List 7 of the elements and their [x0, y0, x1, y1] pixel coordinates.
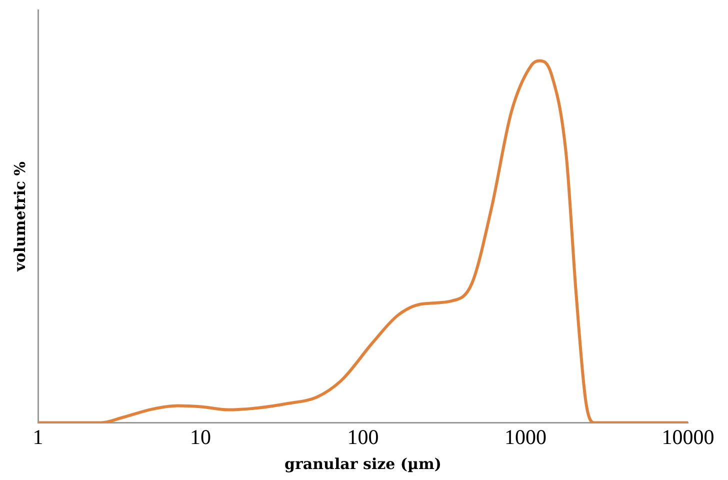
x-tick-label: 1 — [32, 424, 44, 449]
x-tick-label: 10000 — [662, 424, 714, 449]
y-axis-title: volumetric % — [10, 161, 29, 272]
x-tick-label: 1000 — [504, 424, 546, 449]
x-tick-label: 10 — [190, 424, 211, 449]
x-axis-title: granular size (µm) — [284, 454, 442, 473]
x-tick-label: 100 — [347, 424, 379, 449]
